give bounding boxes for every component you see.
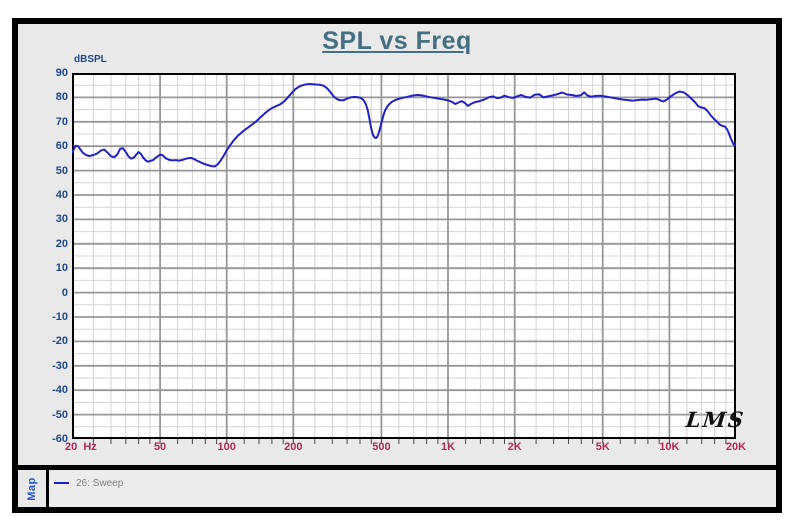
legend-area: 26: Sweep xyxy=(49,470,776,507)
legend-line-swatch xyxy=(54,482,69,484)
y-axis-unit-label: dBSPL xyxy=(74,54,107,65)
y-tick-label: 40 xyxy=(55,189,68,201)
y-tick-label: 10 xyxy=(55,262,68,275)
y-tick-label: 80 xyxy=(55,91,68,104)
x-tick-label: 200 xyxy=(284,441,303,453)
y-tick-label: -20 xyxy=(52,335,68,348)
x-tick-label: 10K xyxy=(659,441,680,453)
y-tick-label: 20 xyxy=(55,237,68,250)
x-tick-label: 500 xyxy=(372,441,391,453)
spl-vs-freq-plot xyxy=(72,73,736,444)
y-tick-label: -50 xyxy=(52,408,68,421)
panel-divider xyxy=(18,465,776,470)
y-tick-label: 0 xyxy=(61,286,68,299)
map-panel-header: Map xyxy=(18,470,49,507)
x-tick-label: 5K xyxy=(595,441,610,453)
y-tick-label: -30 xyxy=(52,359,68,372)
x-tick-label: 1K xyxy=(441,441,456,453)
legend-entry: 26: Sweep xyxy=(54,476,776,490)
map-label: Map xyxy=(26,476,38,501)
y-tick-label: -60 xyxy=(52,433,68,445)
x-tick-label: 50 xyxy=(153,441,167,453)
page-title: SPL vs Freq xyxy=(322,27,472,55)
map-panel: Map 26: Sweep xyxy=(18,470,776,507)
y-tick-label: 60 xyxy=(55,140,68,153)
lms-logo: LMS xyxy=(684,407,747,432)
y-tick-label: 30 xyxy=(55,213,68,226)
x-tick-label: 20 Hz xyxy=(65,441,97,453)
x-tick-label: 100 xyxy=(217,441,236,453)
y-tick-label: 90 xyxy=(55,67,68,79)
x-tick-label: 2K xyxy=(507,441,522,453)
x-tick-label: 20K xyxy=(725,441,747,453)
y-tick-label: -10 xyxy=(52,311,68,323)
y-tick-label: 70 xyxy=(55,115,68,128)
legend-entry-label: 26: Sweep xyxy=(76,477,124,489)
chart-frame: SPL vs Freq dBSPL 90 80 70 60 50 40 30 20 10 0 -10… xyxy=(12,18,782,513)
y-tick-label: 50 xyxy=(55,164,68,177)
y-tick-label: -40 xyxy=(52,384,68,397)
